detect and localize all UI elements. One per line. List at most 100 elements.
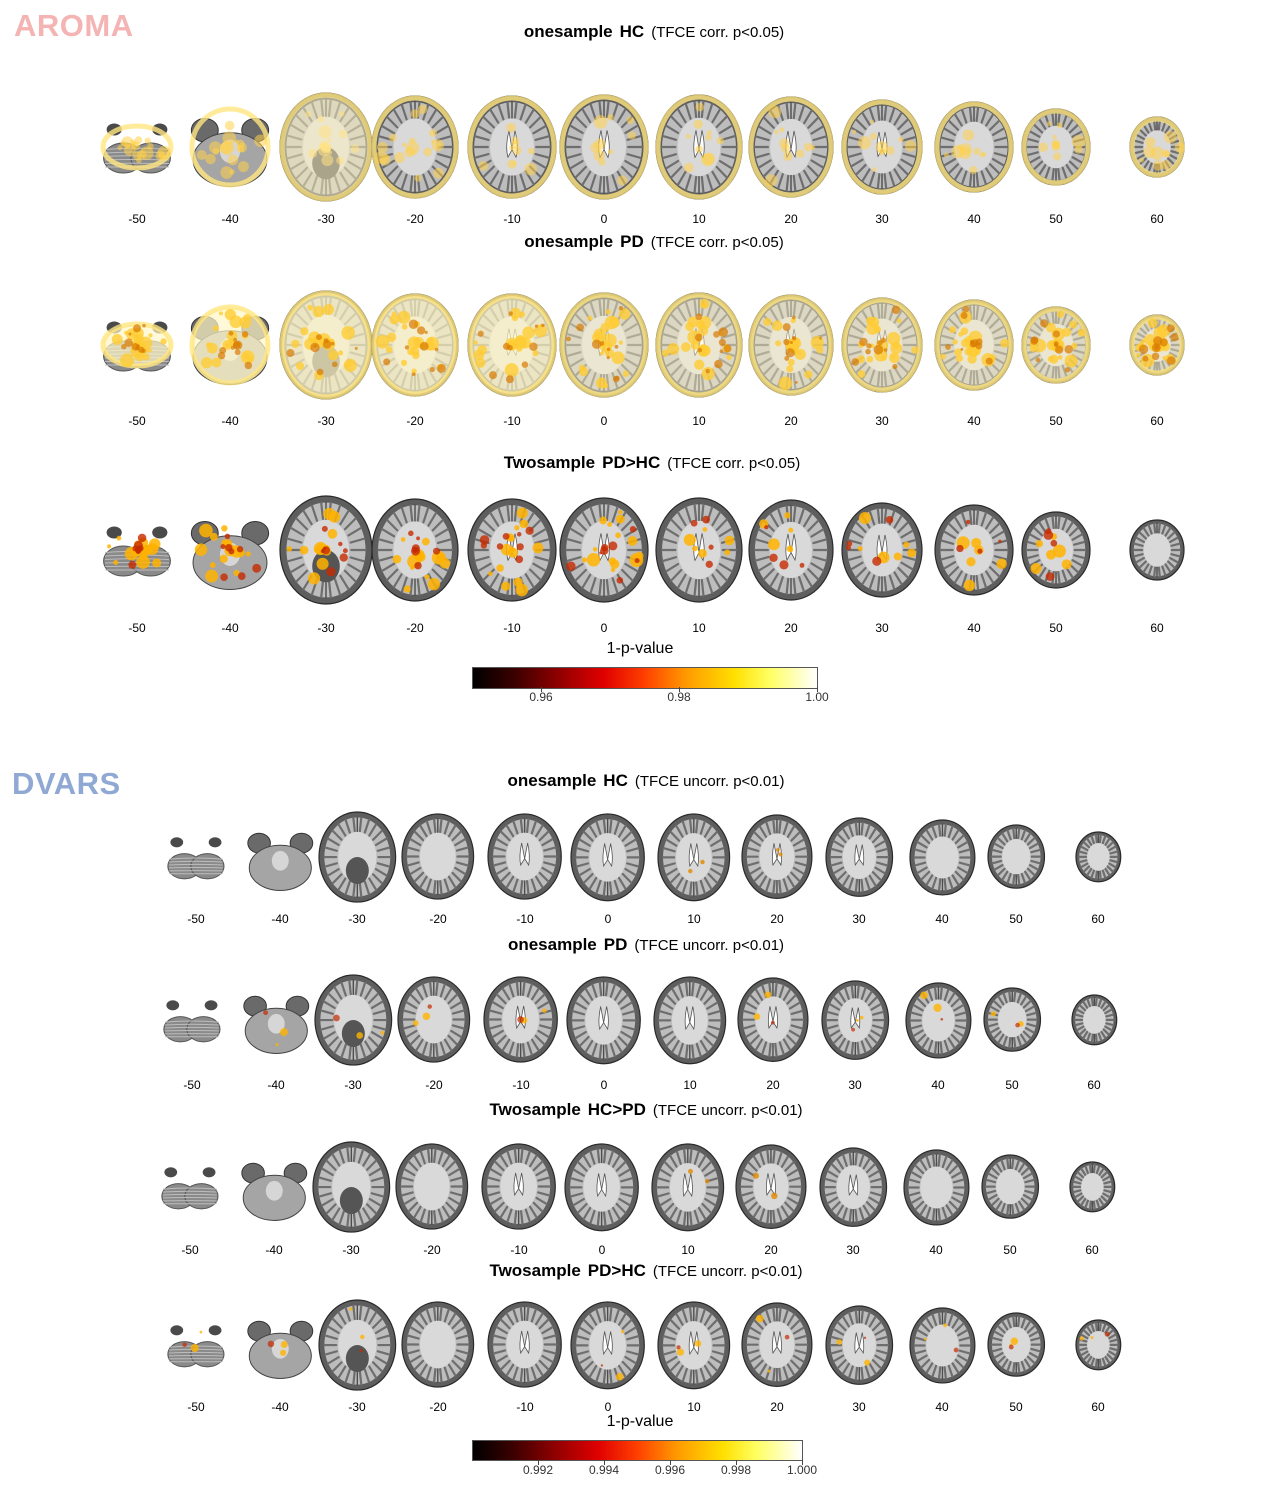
brain-slice [164,1324,228,1368]
slice-coordinate-label: 20 [784,414,798,428]
brain-slice [740,813,814,900]
brain-slice [824,1304,895,1386]
brain-slice [370,94,460,200]
brain-slice [654,291,744,399]
brain-slice [565,975,642,1066]
row-title: onesample HC (TFCE uncorr. p<0.01) [507,771,785,790]
brain-slice [1020,510,1092,590]
slice-coordinate-label: -30 [317,621,335,635]
brain-slice [278,494,374,606]
slice-coordinate-label: 60 [1085,1243,1099,1257]
brain-slice [370,497,460,603]
slice-coordinate-label: -10 [510,1243,528,1257]
slice-coordinate-label: 50 [1049,212,1063,226]
slice-coordinate-label: 50 [1005,1078,1019,1092]
brain-slice [99,525,175,577]
slice-coordinate-label: -20 [423,1243,441,1257]
colorbar-tick-mark [802,1460,803,1465]
brain-slice [400,812,476,901]
brain-slice [245,822,316,893]
brain-slice [188,303,272,387]
slice-coordinate-label: -30 [342,1243,360,1257]
brain-slice [824,816,895,898]
slice-coordinate-label: 40 [931,1078,945,1092]
brain-slice [160,999,224,1043]
slice-coordinate-label: 40 [967,212,981,226]
slice-coordinate-label: -10 [516,912,534,926]
brain-slice [652,975,728,1066]
slice-coordinate-label: -20 [406,212,424,226]
slice-coordinate-label: 0 [598,1243,606,1257]
colorbar: 0.96 0.98 1.00 [472,667,829,707]
slice-coordinate-label: -30 [317,212,335,226]
row-title: Twosample PD>HC (TFCE uncorr. p<0.01) [489,1261,803,1280]
slice-coordinate-label: 40 [967,414,981,428]
brain-slice [558,291,650,399]
brain-slice [1070,993,1119,1047]
slice-coordinate-label: -40 [221,621,239,635]
slice-coordinate-label: -30 [317,414,335,428]
colorbar-tick-mark [604,1460,605,1465]
slice-coordinate-label: 40 [935,912,949,926]
section-label-aroma: AROMA [14,8,134,43]
slice-coordinate-label: 40 [929,1243,943,1257]
brain-slice [311,1140,392,1234]
brain-slice [1020,107,1092,187]
slice-coordinate-label: 0 [604,912,612,926]
colorbar-tick-label: 1.000 [786,1463,818,1477]
slice-coordinate-label: 10 [681,1243,695,1257]
brain-slice [747,498,835,602]
slice-coordinate-label: 10 [687,912,701,926]
brain-slice [820,979,891,1061]
brain-slice [400,1300,476,1389]
slice-coordinate-label: 60 [1150,621,1164,635]
brain-slice [933,100,1015,194]
slice-coordinate-label: 30 [848,1078,862,1092]
slice-coordinate-label: 30 [875,621,889,635]
brain-slice [1074,1318,1123,1372]
colorbar-tick-label: 0.998 [720,1463,752,1477]
colorbar-tick-mark [670,1460,671,1465]
row-title: Twosample HC>PD (TFCE uncorr. p<0.01) [489,1100,803,1119]
brain-slice [1068,1160,1117,1214]
colorbar-tick-mark [679,687,680,692]
slice-coordinate-label: 50 [1003,1243,1017,1257]
colorbar-gradient [472,667,818,689]
slice-coordinate-label: -50 [187,1400,205,1414]
slice-coordinate-label: 60 [1150,212,1164,226]
slice-coordinate-label: -50 [128,621,146,635]
brain-slice [313,973,394,1067]
slice-coordinate-label: 10 [692,212,706,226]
brain-slice [486,1300,563,1389]
slice-coordinate-label: 60 [1091,1400,1105,1414]
brain-slice [317,810,398,904]
slice-coordinate-label: -20 [406,414,424,428]
slice-coordinate-label: 0 [600,621,608,635]
brain-slice [370,292,460,398]
brain-slice [188,508,272,592]
brain-slice [317,1298,398,1392]
colorbar-title: 1-p-value [606,640,674,657]
colorbar-tick-label: 0.98 [667,690,691,704]
colorbar-tick-mark [538,1460,539,1465]
row-title: onesample PD (TFCE corr. p<0.05) [524,232,784,251]
slice-coordinate-label: 0 [600,1078,608,1092]
brain-slice [734,1143,808,1230]
slice-coordinate-label: 40 [967,621,981,635]
colorbar-tick-label: 1.00 [805,690,829,704]
brain-slice [394,1142,470,1231]
colorbar: 0.992 0.994 0.996 0.998 1.000 [472,1440,817,1480]
brain-slice [982,986,1042,1053]
brain-slice [747,95,835,199]
colorbar-tick-mark [817,687,818,692]
slice-coordinate-label: -50 [181,1243,199,1257]
slice-coordinate-label: -10 [503,621,521,635]
brain-slice [840,98,924,196]
slice-coordinate-label: 50 [1049,414,1063,428]
brain-slice [840,501,924,599]
slice-coordinate-label: -10 [503,212,521,226]
slice-coordinate-label: 30 [852,1400,866,1414]
slice-coordinate-label: -10 [516,1400,534,1414]
slice-coordinate-label: 20 [784,212,798,226]
slice-coordinate-label: 50 [1009,1400,1023,1414]
